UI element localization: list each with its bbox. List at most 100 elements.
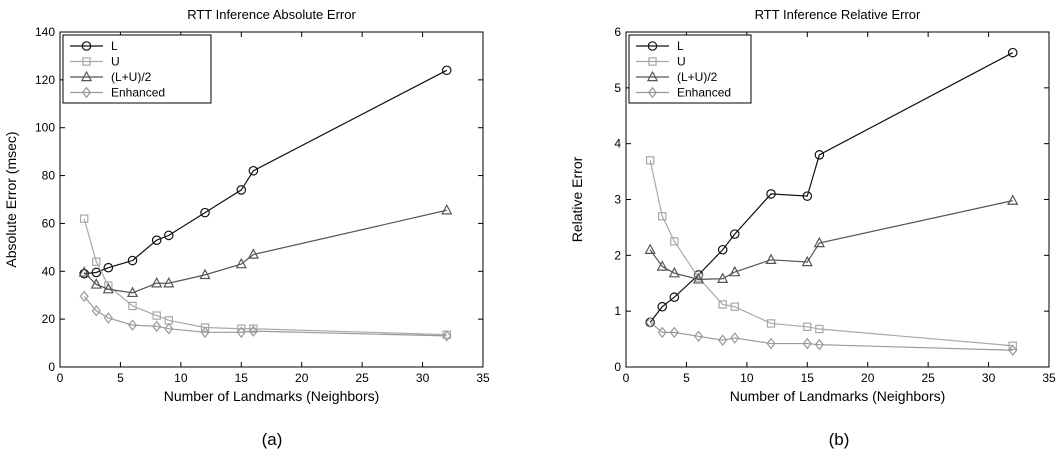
panel-caption: (a) — [262, 430, 283, 449]
x-tick-label: 35 — [1042, 371, 1056, 385]
legend-marker — [646, 70, 659, 82]
y-axis-label: Absolute Error (msec) — [3, 131, 19, 267]
data-point — [657, 301, 668, 312]
x-tick-label: 5 — [117, 371, 124, 385]
legend-label: U — [111, 55, 120, 69]
x-tick-label: 15 — [801, 371, 815, 385]
data-point — [802, 191, 813, 201]
data-point — [92, 257, 101, 266]
data-point — [152, 311, 161, 320]
x-axis-label: Number of Landmarks (Neighbors) — [730, 388, 946, 404]
data-point — [1008, 344, 1018, 357]
data-point — [813, 236, 825, 248]
series-line — [649, 160, 1013, 347]
data-point — [801, 255, 813, 267]
data-point — [1008, 341, 1017, 350]
y-tick-label: 40 — [42, 264, 56, 278]
legend-label: U — [677, 55, 686, 69]
series-line — [649, 200, 1013, 280]
x-tick-label: 25 — [355, 371, 369, 385]
data-point — [441, 203, 453, 215]
data-point — [151, 276, 163, 288]
data-point — [248, 165, 259, 176]
data-point — [717, 244, 728, 255]
panel-b: RTT Inference Relative Error Number of L… — [569, 7, 1056, 449]
data-point — [645, 316, 655, 329]
y-tick-label: 0 — [614, 360, 621, 374]
y-axis-label: Relative Error — [569, 156, 585, 242]
legend-marker — [648, 57, 657, 66]
panel-caption: (b) — [829, 430, 850, 449]
y-tick-label: 0 — [48, 360, 55, 374]
data-point — [729, 229, 740, 239]
legend-label: Enhanced — [111, 86, 165, 100]
y-tick-label: 1 — [614, 304, 621, 318]
series-line — [84, 69, 448, 275]
x-tick-label: 20 — [295, 371, 309, 385]
data-point — [164, 322, 174, 335]
legend-label: L — [111, 39, 118, 53]
chart-title: RTT Inference Absolute Error — [187, 7, 356, 22]
data-point — [814, 150, 825, 160]
y-tick-label: 3 — [614, 193, 621, 207]
x-tick-label: 0 — [57, 371, 64, 385]
data-point — [163, 276, 175, 288]
data-point — [163, 230, 174, 241]
x-tick-label: 5 — [683, 371, 690, 385]
data-point — [126, 286, 139, 298]
y-tick-label: 60 — [42, 216, 56, 230]
legend-marker — [82, 57, 91, 66]
data-point — [103, 312, 113, 324]
data-point — [765, 253, 777, 264]
y-tick-label: 120 — [35, 73, 55, 87]
data-point — [668, 266, 680, 278]
data-point — [90, 278, 102, 289]
panel-a: RTT Inference Absolute Error Number of L… — [3, 7, 490, 449]
data-point — [814, 338, 824, 351]
y-tick-label: 80 — [42, 169, 56, 183]
y-tick-label: 5 — [614, 81, 621, 95]
data-point — [200, 323, 210, 332]
data-point — [249, 324, 258, 333]
legend-label: Enhanced — [677, 86, 731, 100]
x-tick-label: 30 — [416, 371, 430, 385]
x-tick-label: 10 — [740, 371, 754, 385]
data-point — [657, 326, 667, 339]
data-point — [78, 266, 90, 277]
data-point — [1007, 194, 1019, 205]
series-line — [649, 52, 1014, 323]
data-point — [91, 267, 102, 278]
data-point — [1007, 47, 1018, 58]
x-axis-label: Number of Landmarks (Neighbors) — [164, 388, 380, 404]
series-line — [83, 296, 447, 337]
data-point — [200, 326, 210, 339]
legend-marker — [81, 86, 92, 99]
x-tick-label: 30 — [982, 371, 996, 385]
y-tick-label: 2 — [614, 248, 621, 262]
data-point — [441, 65, 452, 76]
legend-marker — [647, 86, 658, 99]
data-point — [802, 337, 812, 350]
data-point — [803, 322, 812, 332]
data-point — [645, 156, 655, 165]
x-tick-label: 20 — [861, 371, 875, 385]
data-point — [729, 265, 741, 277]
data-point — [693, 330, 704, 343]
data-point — [730, 332, 740, 344]
y-tick-label: 100 — [35, 121, 55, 135]
data-point — [128, 301, 137, 311]
data-point — [644, 243, 656, 254]
chart-title: RTT Inference Relative Error — [755, 7, 921, 22]
y-tick-label: 20 — [42, 312, 56, 326]
legend-label: L — [677, 39, 684, 53]
data-point — [152, 320, 162, 333]
x-tick-label: 35 — [476, 371, 490, 385]
data-point — [103, 262, 114, 273]
data-point — [127, 255, 138, 266]
data-point — [717, 272, 729, 283]
x-tick-label: 15 — [235, 371, 249, 385]
data-point — [815, 324, 824, 334]
data-point — [236, 326, 246, 339]
